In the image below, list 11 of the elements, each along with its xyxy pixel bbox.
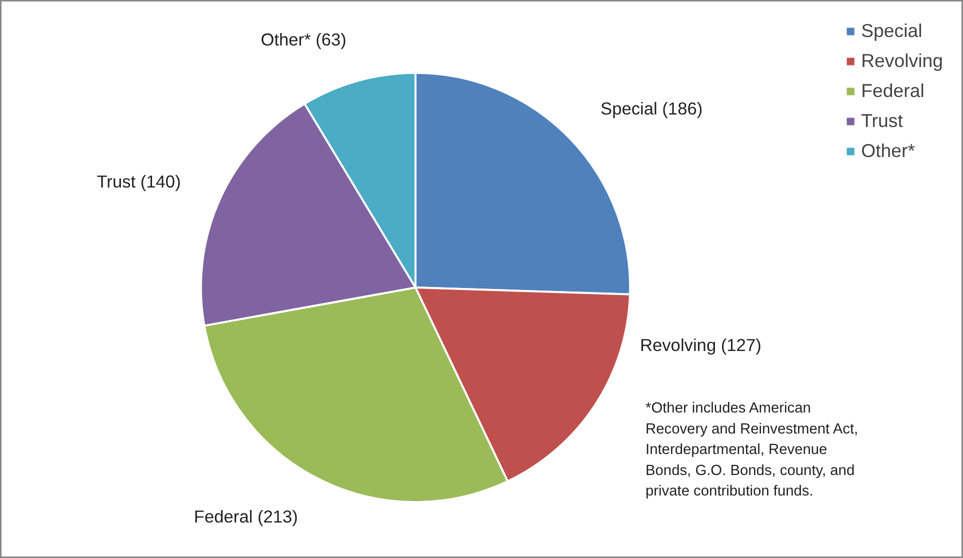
text: *Other includes American Recovery and Reinvestment Act, Interdepartmental, Revenue Bonds, G.O. Bonds, county, and private contribution funds.: [646, 400, 858, 500]
legend-label: Trust: [861, 110, 903, 132]
data-label: Other* (63): [260, 29, 346, 50]
data-label: Federal (213): [194, 506, 298, 527]
data-label: Revolving (127): [640, 335, 762, 356]
data-label: Trust (140): [96, 171, 181, 192]
legend-label: Revolving: [861, 50, 943, 72]
legend-label: Special: [861, 20, 922, 42]
legend-label: Other*: [861, 140, 915, 162]
legend-label: Federal: [861, 80, 924, 102]
data-label: Special (186): [600, 98, 703, 118]
